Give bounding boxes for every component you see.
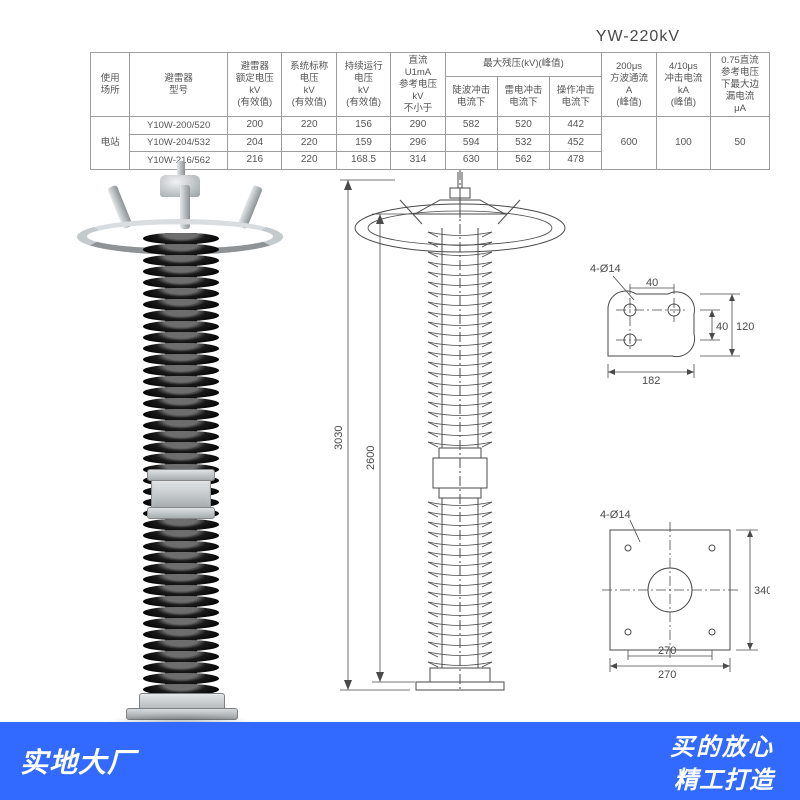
spec-table: 使用场所 避雷器型号 避雷器额定电压kV(有效值) 系统标称电压kV(有效值) … xyxy=(90,52,770,170)
product-photo xyxy=(65,175,295,715)
table-row: 电站Y10W-200/52020022015629058252044260010… xyxy=(91,117,770,135)
banner-right-2: 精工打造 xyxy=(670,760,774,795)
hdr-model: 避雷器型号 xyxy=(130,53,228,117)
dim-top-pitch: 40 xyxy=(646,277,658,289)
dim-inner-height: 2600 xyxy=(365,446,377,470)
cell: 216 xyxy=(228,152,282,170)
cell: 159 xyxy=(336,134,390,152)
cell: 520 xyxy=(497,117,549,135)
banner: 实地大厂 买的放心 精工打造 xyxy=(0,722,800,800)
cell: 204 xyxy=(228,134,282,152)
dim-top-w: 182 xyxy=(642,375,660,387)
cell: 296 xyxy=(391,134,445,152)
base-plate-hole-callout: 4-Ø14 xyxy=(600,509,631,521)
cell: 478 xyxy=(550,152,602,170)
dim-overall-height: 3030 xyxy=(333,426,345,450)
cell: Y10W-200/520 xyxy=(130,117,228,135)
model-title: YW-220kV xyxy=(596,28,680,46)
dim-base-pitch: 270 xyxy=(658,645,676,657)
cell: 562 xyxy=(497,152,549,170)
hdr-sys: 系统标称电压kV(有效值) xyxy=(282,53,336,117)
cell: 220 xyxy=(282,134,336,152)
cell: 314 xyxy=(391,152,445,170)
hdr-mcov: 持续运行电压kV(有效值) xyxy=(336,53,390,117)
cell-use-place: 电站 xyxy=(91,117,130,170)
cell: 220 xyxy=(282,117,336,135)
cell: 582 xyxy=(445,117,497,135)
cell: 200 xyxy=(228,117,282,135)
cell: 452 xyxy=(550,134,602,152)
cell: 220 xyxy=(282,152,336,170)
hdr-rated: 避雷器额定电压kV(有效值) xyxy=(228,53,282,117)
cell: 168.5 xyxy=(336,152,390,170)
cell: 630 xyxy=(445,152,497,170)
hdr-steep: 陡波冲击电流下 xyxy=(445,76,497,117)
cell: 290 xyxy=(391,117,445,135)
dim-top-h: 120 xyxy=(736,321,754,333)
dim-base-w: 270 xyxy=(658,669,676,681)
hdr-dcref: 直流U1mA参考电压kV不小于 xyxy=(391,53,445,117)
cell: 156 xyxy=(336,117,390,135)
cell: 442 xyxy=(550,117,602,135)
dim-top-gap: 40 xyxy=(716,321,728,333)
cell: Y10W-204/532 xyxy=(130,134,228,152)
hdr-switching: 操作冲击电流下 xyxy=(550,76,602,117)
top-plate-hole-callout: 4-Ø14 xyxy=(590,263,621,275)
hdr-lightning: 雷电冲击电流下 xyxy=(497,76,549,117)
cell: 532 xyxy=(497,134,549,152)
cell: 594 xyxy=(445,134,497,152)
engineering-drawing: 3030 2600 4-Ø14 xyxy=(330,170,770,730)
dim-base-h: 340 xyxy=(754,585,770,597)
hdr-use-place: 使用场所 xyxy=(91,53,130,117)
banner-left: 实地大厂 xyxy=(0,741,136,781)
hdr-imp: 4/10μs冲击电流kA(峰值) xyxy=(656,53,710,117)
cell: 600 xyxy=(602,117,656,170)
cell: 50 xyxy=(711,117,770,170)
hdr-sq: 200μs方波通流A(峰值) xyxy=(602,53,656,117)
banner-right-1: 买的放心 xyxy=(670,727,774,762)
hdr-leak: 0.75直流参考电压下最大边漏电流μA xyxy=(711,53,770,117)
cell: 100 xyxy=(656,117,710,170)
hdr-maxres: 最大残压(kV)(峰值) xyxy=(445,53,602,77)
